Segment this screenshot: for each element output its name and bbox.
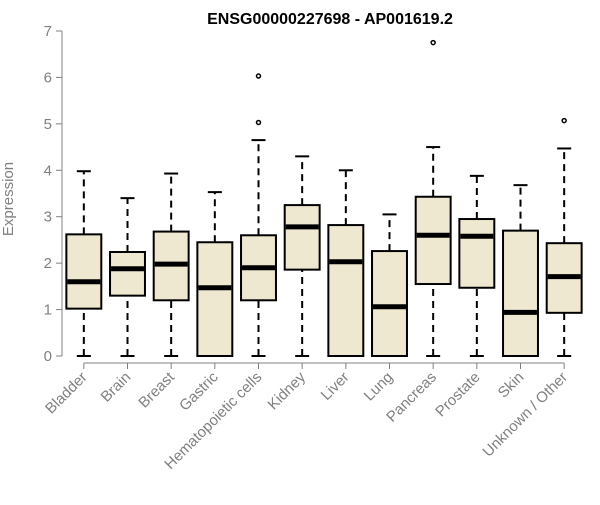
outlier-point [255, 119, 262, 126]
x-tick-label: Prostate [432, 369, 484, 421]
outlier-point [561, 117, 567, 124]
x-tick-label: Liver [318, 369, 353, 404]
y-axis: 0 1 2 3 4 5 6 7 [44, 23, 63, 365]
y-tick-label: 4 [44, 162, 52, 179]
y-tick-label: 5 [44, 116, 52, 133]
box-lung [371, 213, 408, 357]
y-tick-label: 0 [44, 348, 52, 365]
x-tick-label: Brain [98, 369, 135, 406]
y-tick-label: 1 [44, 302, 52, 319]
outlier-point [255, 73, 262, 79]
y-tick-label: 7 [44, 23, 52, 40]
x-tick-label: Bladder [42, 369, 91, 418]
box-gastric [196, 191, 234, 357]
y-tick-label: 6 [44, 69, 52, 86]
outlier-point [430, 39, 436, 46]
box-rect [502, 229, 539, 357]
box-rect [327, 224, 365, 357]
box-pancreas [414, 39, 452, 357]
box-series [65, 39, 583, 357]
y-tick-label: 3 [44, 209, 52, 226]
box-skin [502, 184, 539, 357]
chart-title: ENSG00000227698 - AP001619.2 [207, 11, 453, 28]
box-bladder [65, 170, 103, 357]
x-tick-label: Skin [495, 369, 528, 402]
box-rect [414, 195, 452, 286]
box-rect [109, 251, 146, 297]
box-brain [109, 197, 146, 357]
y-axis-label: Expression [0, 162, 17, 236]
box-prostate [458, 174, 496, 357]
box-kidney [283, 155, 321, 357]
x-tick-label: Kidney [265, 368, 310, 413]
box-rect [65, 233, 103, 310]
box-breast [152, 172, 190, 357]
box-hematopoietic-cells [240, 73, 277, 357]
box-rect [371, 250, 408, 357]
box-rect [283, 204, 321, 271]
box-rect [458, 218, 496, 289]
y-tick-label: 2 [44, 255, 52, 272]
box-liver [327, 169, 365, 357]
x-tick-label: Lung [361, 369, 397, 405]
box-rect [196, 241, 234, 357]
x-tick-label: Breast [135, 368, 178, 411]
box-unknown-other [545, 117, 583, 357]
